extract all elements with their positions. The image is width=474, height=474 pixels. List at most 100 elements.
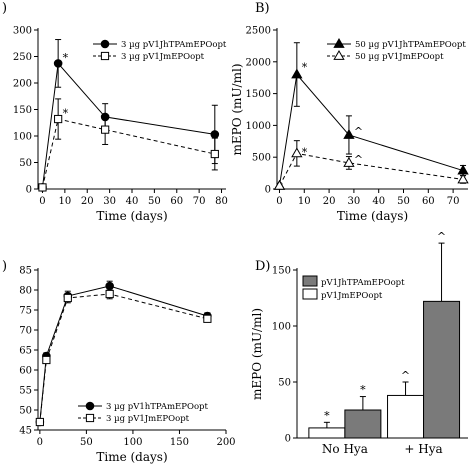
y-tick-label: 0 [265, 185, 271, 196]
annotation: * [302, 146, 308, 159]
panel-label: B) [255, 1, 270, 16]
y-tick-label: 150 [13, 105, 32, 116]
x-tick-label: 0 [37, 437, 43, 448]
category-label: + Hya [404, 442, 442, 456]
x-tick-label: 0 [276, 196, 282, 207]
data-point [291, 68, 303, 79]
y-tick-label: 70 [19, 326, 32, 337]
legend: pV1JhTPAmEPOopt pV1JmEPOopt [302, 275, 405, 301]
series-line [278, 73, 464, 186]
data-point [105, 281, 114, 291]
legend-entry: 3 µg pV1JmEPOopt [106, 414, 190, 424]
legend: 3 µg pV1hTPAmEPOopt 3 µg pV1JmEPOopt [78, 401, 208, 424]
legend-entry: 3 µg pV1hTPAmEPOopt [106, 402, 208, 412]
x-tick-label: 70 [193, 196, 206, 207]
y-tick-label: 100 [13, 132, 32, 143]
y-tick-label: 1500 [246, 89, 271, 100]
annotation: ^ [354, 125, 363, 138]
x-axis-label: Time (days) [96, 450, 167, 464]
data-point [333, 49, 345, 60]
data-point [101, 125, 110, 134]
x-tick-label: 40 [372, 196, 385, 207]
annotation: ^ [354, 153, 363, 166]
panel-label: ) [2, 259, 7, 274]
x-tick-label: 20 [81, 196, 94, 207]
annotation: ^ [401, 369, 410, 382]
data-point [100, 39, 110, 49]
legend-entry: pV1JmEPOopt [321, 291, 383, 301]
y-tick-label: 50 [278, 378, 291, 389]
y-tick-label: 100 [272, 322, 291, 333]
y-tick-label: 50 [19, 406, 32, 417]
data-point [85, 413, 95, 423]
annotation: * [360, 384, 366, 397]
data-point [343, 156, 355, 167]
x-tick-label: 0 [39, 196, 45, 207]
annotation: * [302, 61, 308, 74]
y-axis-label: mEPO (mU/ml) [250, 308, 264, 400]
chart-panel-1: ) 0 50 100 150 200 250 300 0 10 20 30 40 50 60 70 80 Time… [2, 1, 228, 223]
chart-panel-4: D) 0 50 100 150 mEPO (mU/ml) No Hya * * + Hya ^ ^ pV… [250, 230, 468, 456]
x-tick-label: 70 [447, 196, 460, 207]
x-tick-label: 40 [126, 196, 139, 207]
x-tick-label: 50 [80, 437, 93, 448]
y-tick-label: 1000 [246, 121, 271, 132]
bar [308, 427, 346, 439]
y-tick-label: 75 [19, 306, 32, 317]
annotation: ^ [437, 230, 446, 243]
category-label: No Hya [322, 442, 368, 456]
x-tick-label: 200 [216, 437, 235, 448]
legend-entry: 50 µg pV1JmEPOopt [355, 52, 444, 62]
annotation: * [63, 107, 69, 120]
data-point [105, 289, 114, 299]
series-line [41, 62, 215, 188]
legend: 50 µg pV1JhTPAmEPOopt 50 µg pV1JmEPOopt [327, 37, 466, 62]
data-point [38, 183, 47, 192]
data-point [85, 401, 95, 411]
series-2 [38, 98, 219, 192]
y-tick-label: 0 [26, 185, 32, 196]
x-tick-label: 10 [298, 196, 311, 207]
chart-panel-2: B) 0 500 1000 1500 2000 2500 mEPO (mU/ml) 0 10 20 3… [230, 1, 469, 223]
x-tick-label: 30 [348, 196, 361, 207]
data-point [333, 37, 345, 48]
data-point [457, 173, 469, 184]
legend: 3 µg pV1JhTPAmEPOopt 3 µg pV1JmEPOopt [93, 39, 227, 62]
legend-entry: 3 µg pV1JhTPAmEPOopt [121, 40, 227, 50]
x-tick-label: 60 [170, 196, 183, 207]
y-tick-label: 500 [252, 153, 271, 164]
series-2 [35, 288, 212, 427]
annotation: * [63, 52, 69, 65]
y-tick-label: 2500 [246, 26, 271, 37]
x-tick-label: 50 [397, 196, 410, 207]
y-tick-label: 300 [13, 26, 32, 37]
data-point [35, 417, 44, 427]
series-line [41, 118, 215, 188]
data-point [291, 147, 303, 158]
x-tick-label: 30 [103, 196, 116, 207]
x-tick-label: 20 [323, 196, 336, 207]
y-tick-label: 200 [13, 79, 32, 90]
legend-swatch [302, 288, 318, 300]
y-tick-label: 45 [19, 426, 32, 437]
data-point [203, 314, 212, 323]
data-point [210, 130, 220, 139]
x-tick-label: 100 [123, 437, 142, 448]
y-tick-label: 250 [13, 52, 32, 63]
x-tick-label: 60 [422, 196, 435, 207]
legend-swatch [302, 275, 318, 287]
bar [423, 300, 461, 439]
x-tick-label: 50 [148, 196, 161, 207]
x-axis-label: Time (days) [96, 209, 167, 223]
x-tick-label: 150 [170, 437, 189, 448]
legend-entry: 50 µg pV1JhTPAmEPOopt [355, 40, 466, 50]
bar [387, 394, 425, 439]
x-tick-label: 80 [215, 196, 228, 207]
y-tick-label: 65 [19, 346, 32, 357]
data-point [53, 59, 63, 68]
data-point [100, 51, 110, 61]
y-axis-label: mEPO (mU/ml) [230, 64, 244, 156]
data-point [273, 179, 286, 190]
y-tick-label: 0 [285, 434, 291, 445]
